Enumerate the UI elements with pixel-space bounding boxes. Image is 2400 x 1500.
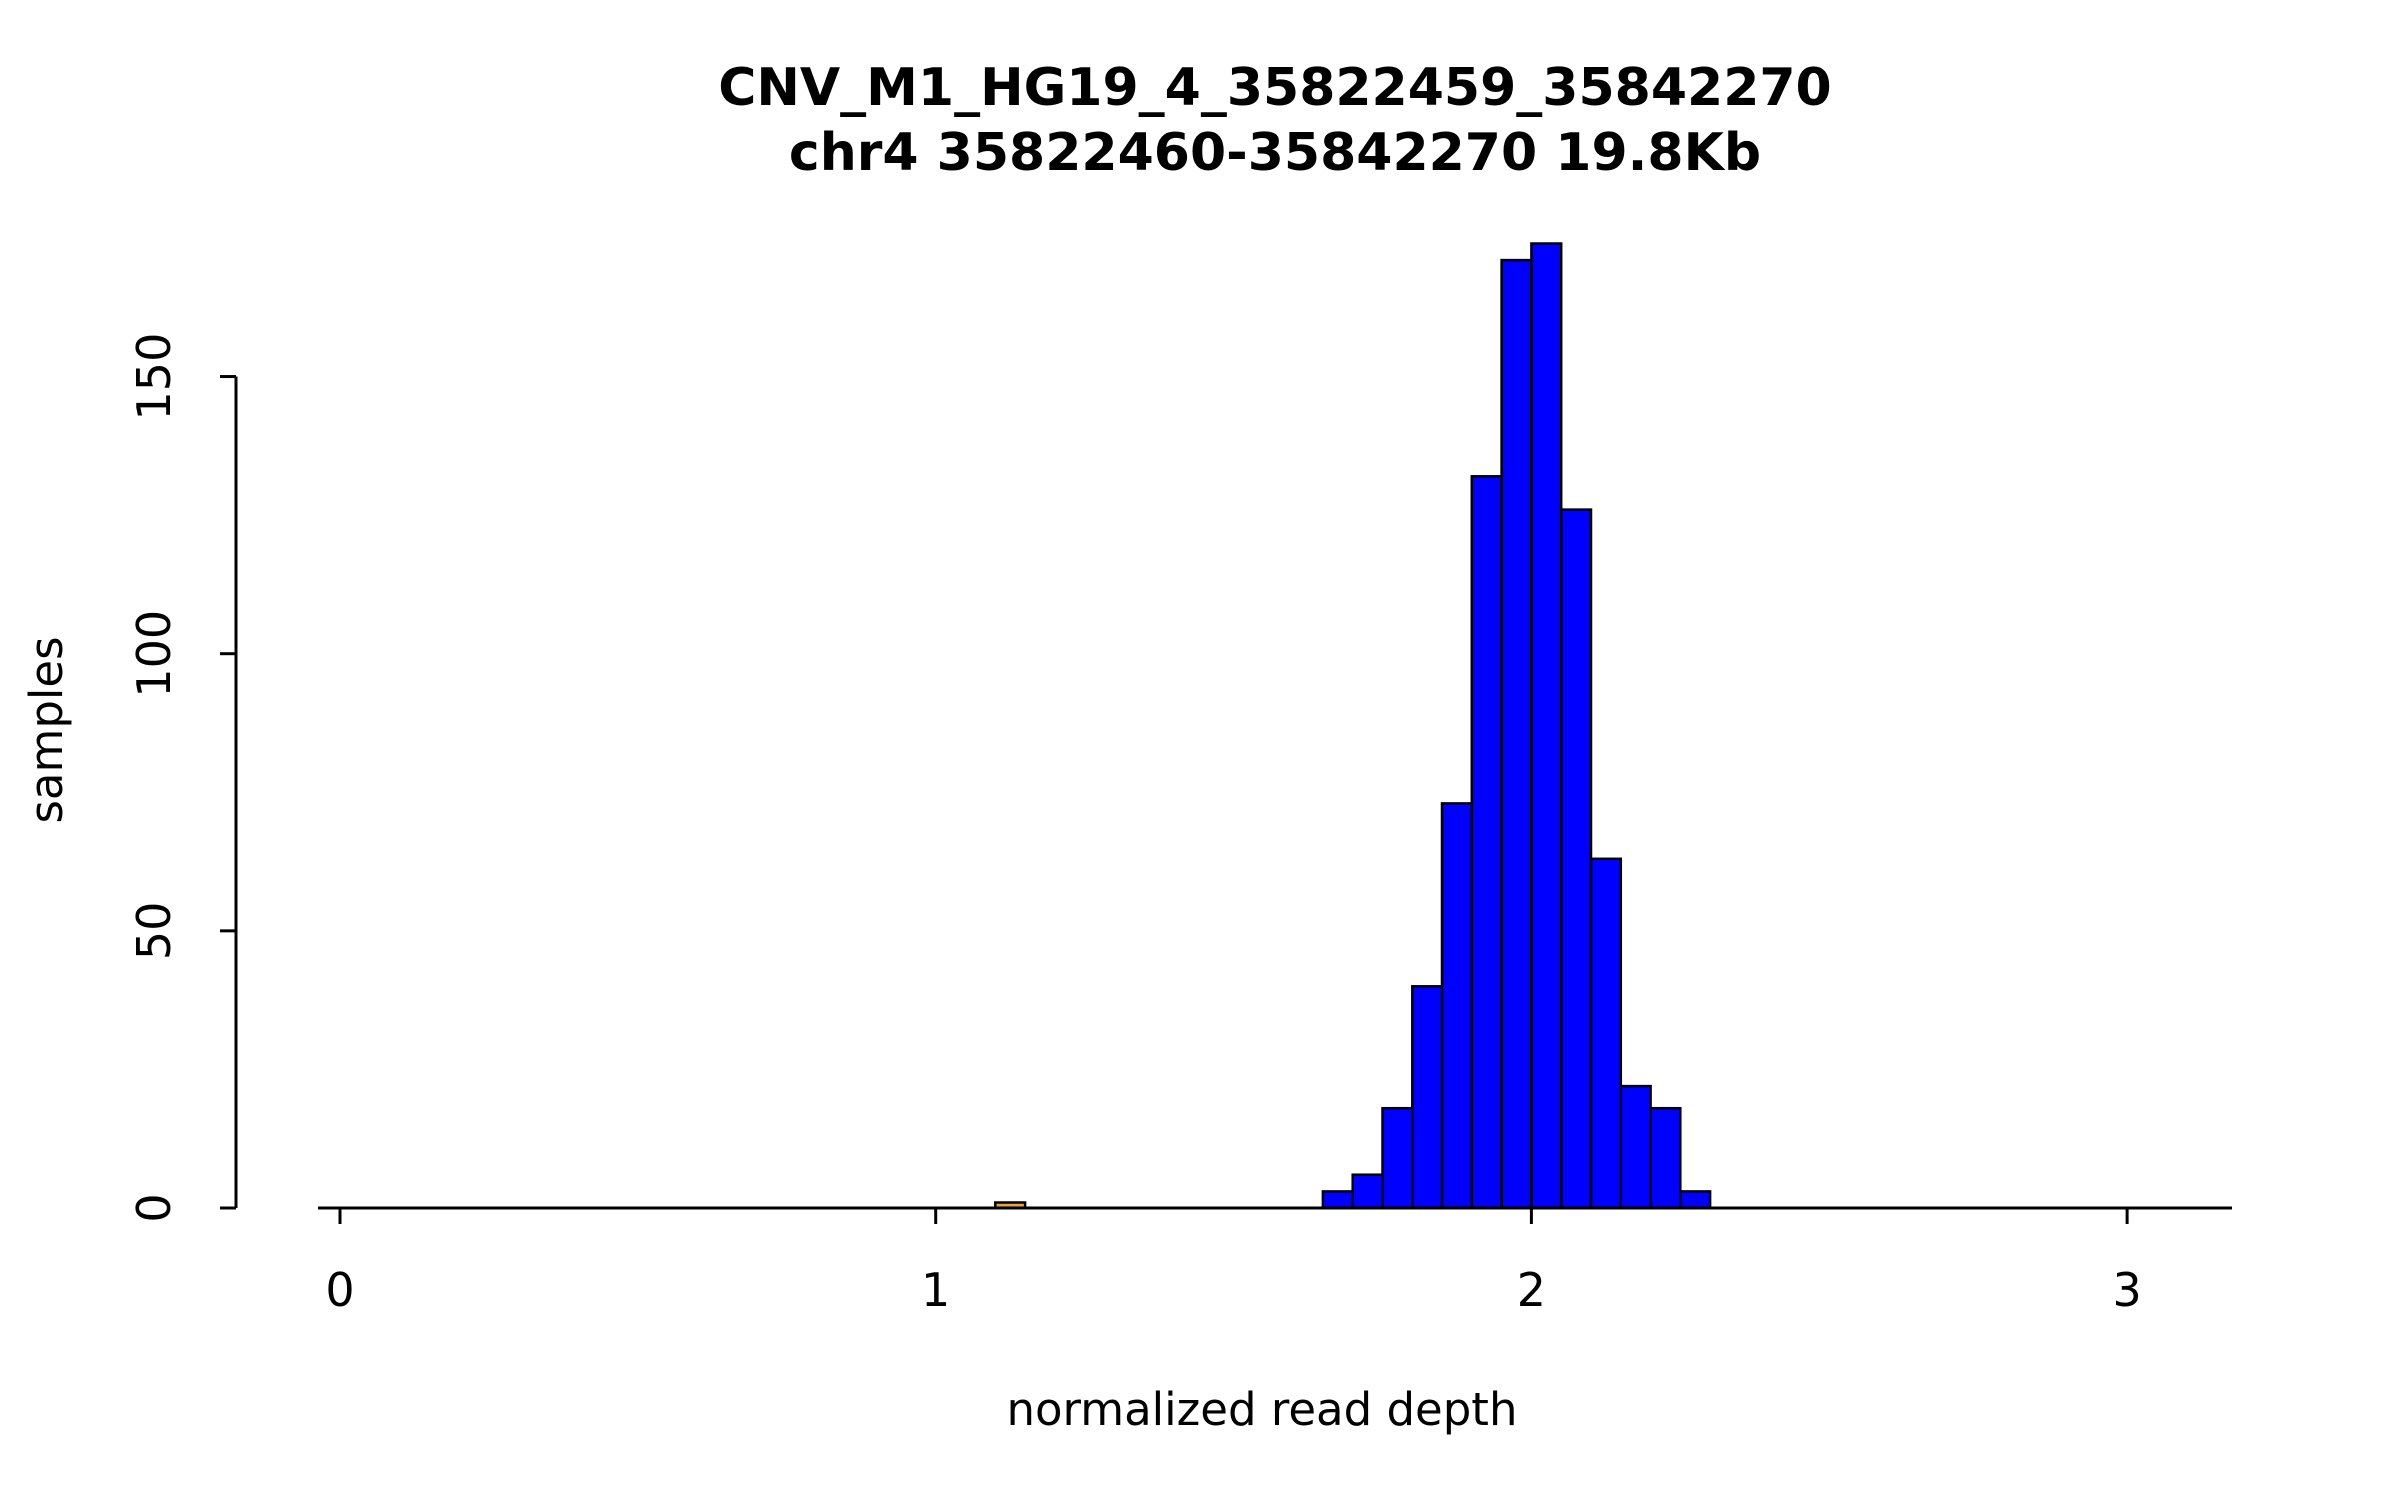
- histogram-bar: [1589, 857, 1623, 1210]
- histogram-bar: [1351, 1173, 1384, 1210]
- histogram-bar: [1530, 242, 1563, 1210]
- chart-subtitle: chr4 35822460-35842270 19.8Kb: [789, 123, 1761, 183]
- histogram-bar: [1411, 985, 1444, 1210]
- y-axis-label: samples: [20, 636, 73, 823]
- histogram-bar: [1679, 1190, 1712, 1210]
- histogram-bar: [1321, 1190, 1354, 1210]
- histogram-bar: [1440, 802, 1474, 1210]
- histogram-bar: [1649, 1106, 1682, 1210]
- y-tick-label: 100: [127, 610, 181, 698]
- histogram-bar: [1559, 508, 1593, 1210]
- histogram-bar: [1381, 1106, 1414, 1210]
- histogram-bar: [1470, 475, 1503, 1210]
- chart-title: CNV_M1_HG19_4_35822459_35842270: [718, 58, 1832, 118]
- x-tick-label: 1: [921, 1263, 950, 1317]
- x-axis-label: normalized read depth: [1007, 1383, 1518, 1436]
- x-tick-label: 0: [325, 1263, 354, 1317]
- histogram-bar: [1500, 258, 1533, 1210]
- x-tick-label: 3: [2112, 1263, 2141, 1317]
- x-tick-label: 2: [1517, 1263, 1546, 1317]
- plot-area: 0 1 2 3 0 50 100 150: [127, 242, 2232, 1317]
- y-tick-label: 150: [127, 333, 181, 421]
- y-tick-label: 0: [127, 1193, 181, 1222]
- y-tick-label: 50: [127, 902, 181, 961]
- histogram-bar: [1619, 1084, 1652, 1210]
